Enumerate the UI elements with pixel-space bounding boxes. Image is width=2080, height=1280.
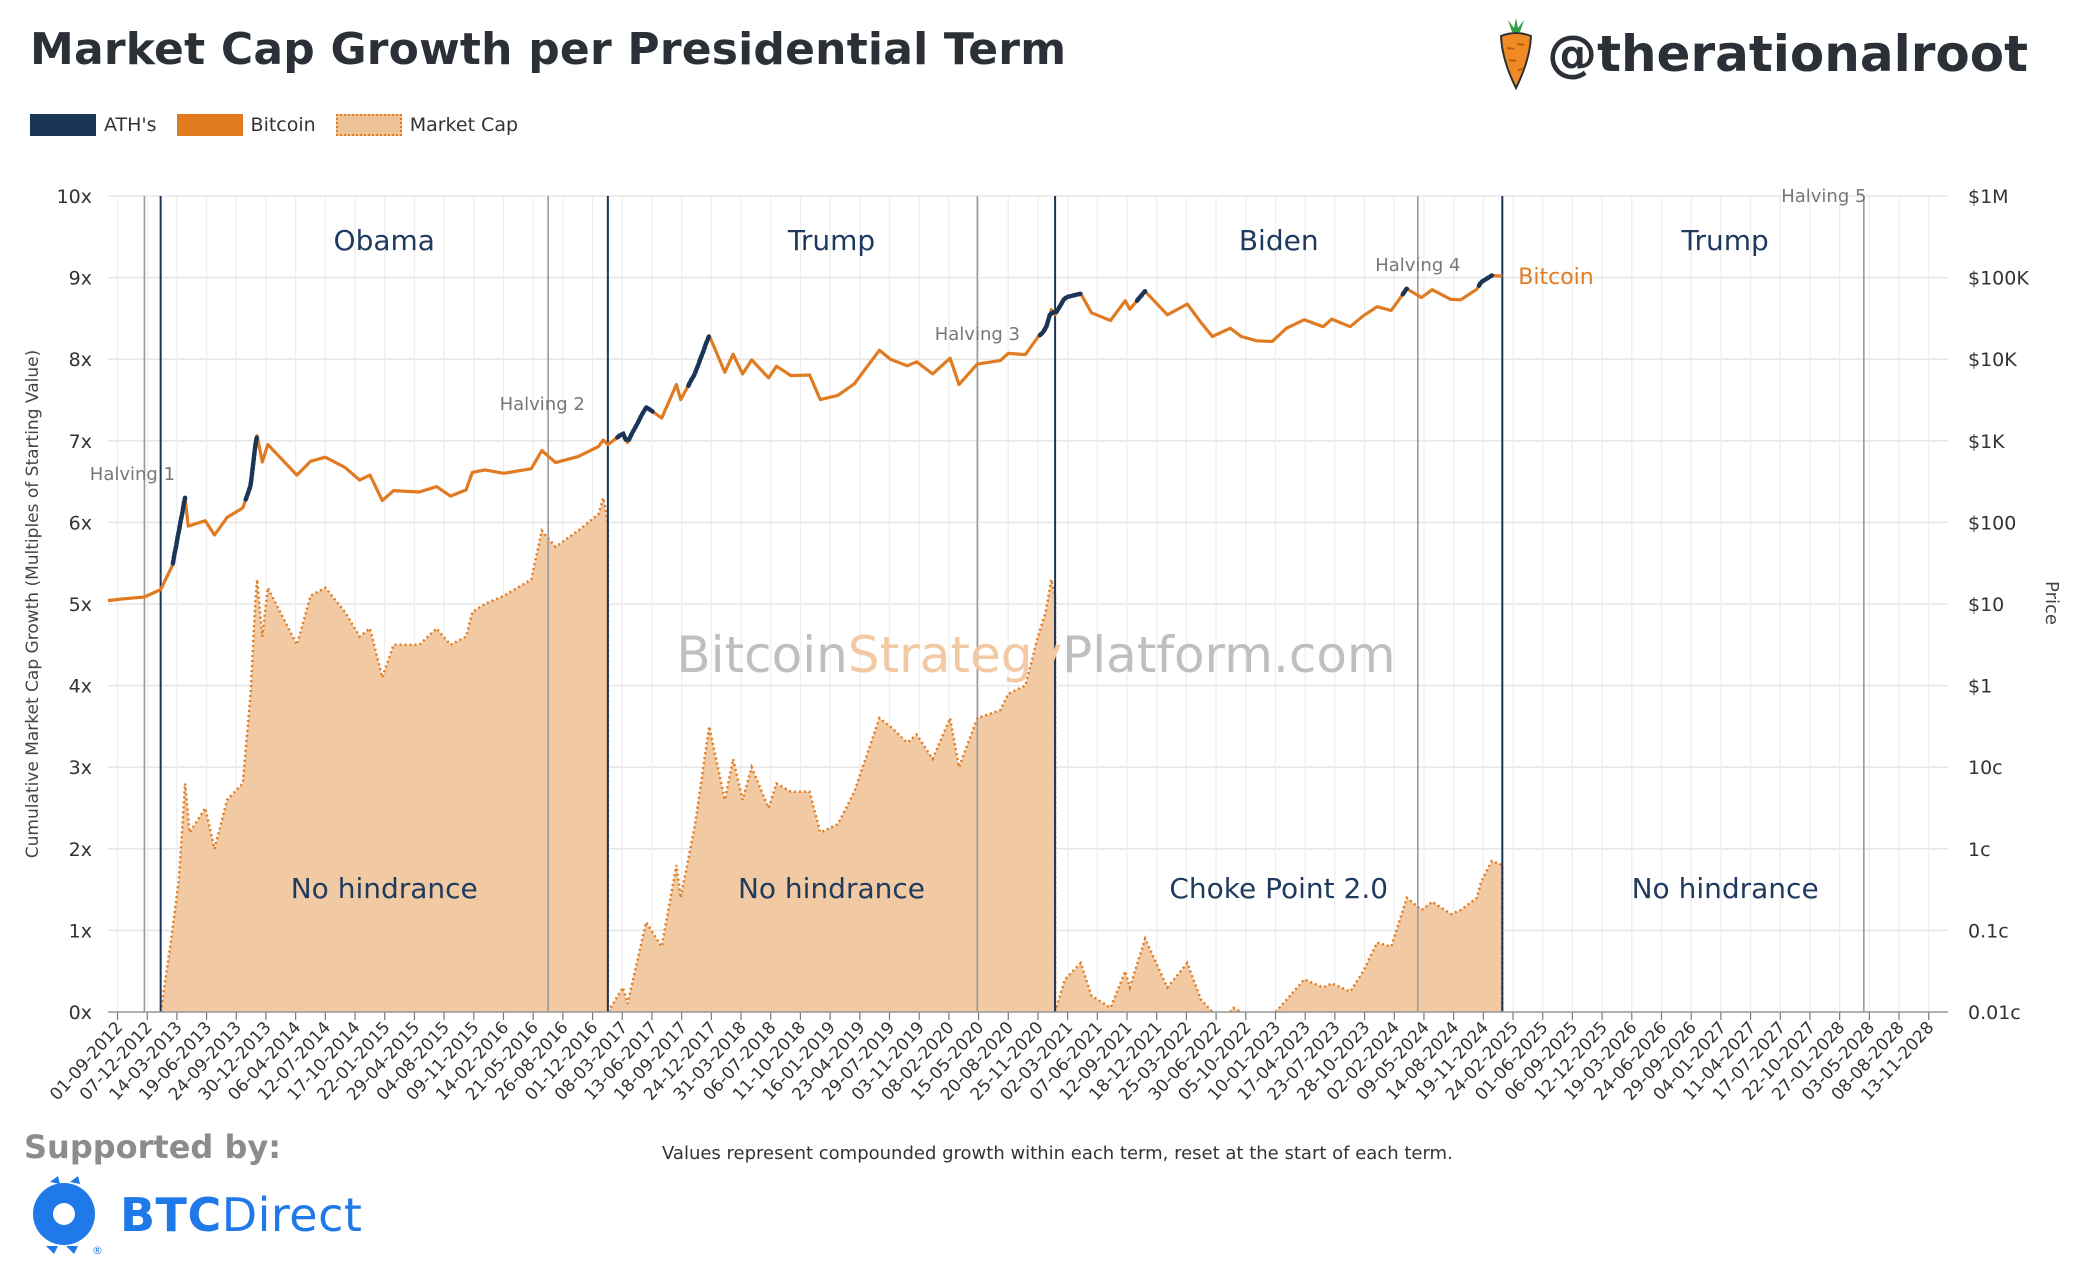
right-tick-label: 1c <box>1968 839 1991 861</box>
term-status: No hindrance <box>1632 872 1819 905</box>
term-status: Choke Point 2.0 <box>1169 872 1388 905</box>
right-tick-label: $1 <box>1968 676 1992 698</box>
left-tick-label: 6x <box>69 512 92 534</box>
market-cap-segment <box>160 497 608 1012</box>
right-tick-label: $10K <box>1968 349 2017 371</box>
right-axis-title: Price <box>2041 581 2062 625</box>
right-tick-label: $1M <box>1968 186 2009 208</box>
footnote: Values represent compounded growth withi… <box>662 1143 1453 1164</box>
right-tick-label: 0.01c <box>1968 1002 2021 1024</box>
legend-market-cap[interactable]: Market Cap <box>335 114 519 136</box>
brand-handle: @therationalroot <box>1547 25 2028 83</box>
market-cap-segment <box>607 579 1056 1012</box>
watermark: BitcoinStrategyPlatform.com <box>676 626 1395 684</box>
legend-bitcoin-swatch <box>176 114 243 136</box>
halving-label: Halving 5 <box>1781 186 1866 207</box>
bitcoin-series <box>107 273 1503 603</box>
btcdirect-logo-icon: ® <box>33 1176 102 1256</box>
left-tick-label: 7x <box>69 431 92 453</box>
right-tick-label: $100 <box>1968 512 2016 534</box>
ath-segment <box>1037 291 1084 338</box>
legend-bitcoin-label: Bitcoin <box>250 114 316 136</box>
right-tick-label: $1K <box>1968 431 2005 453</box>
left-tick-label: 8x <box>69 349 92 371</box>
left-tick-label: 4x <box>69 676 92 698</box>
market-cap-segment <box>1055 938 1213 1012</box>
chart-labels: BitcoinStrategyPlatform.com Obama No hindr… <box>90 186 1867 905</box>
ath-segment <box>1476 273 1495 288</box>
right-tick-label: $10 <box>1968 594 2004 616</box>
market-cap-outline <box>1229 1006 1242 1014</box>
ath-segment <box>686 333 712 388</box>
ath-series <box>170 273 1495 566</box>
legend-ath-label: ATH's <box>104 114 157 136</box>
supported-by-label: Supported by: <box>24 1128 282 1166</box>
left-tick-label: 2x <box>69 839 92 861</box>
ath-segment <box>1400 286 1410 297</box>
bitcoin-series-label: Bitcoin <box>1518 265 1593 290</box>
halving-label: Halving 4 <box>1375 255 1460 276</box>
ath-segment <box>243 433 260 502</box>
market-cap-outline <box>1274 859 1504 1013</box>
right-tick-label: 10c <box>1968 757 2003 779</box>
sponsor-name-rest: Direct <box>221 1188 363 1242</box>
axes: 0x 0.01c 1x 0.1c 2x 1c 3x 10c 4x $1 5x $10 6x $100 7x $… <box>23 186 2062 1105</box>
left-tick-label: 9x <box>69 268 92 290</box>
ath-segment <box>1134 289 1148 303</box>
term-status: No hindrance <box>738 872 925 905</box>
ath-segment <box>615 404 655 443</box>
right-tick-label: 0.1c <box>1968 920 2009 942</box>
brand: @therationalroot <box>1497 18 2028 90</box>
carrot-icon <box>1500 18 1533 90</box>
term-name: Trump <box>787 224 875 257</box>
ath-segment <box>170 495 188 566</box>
left-tick-label: 5x <box>69 594 92 616</box>
sponsor-name-bold: BTC <box>120 1188 222 1242</box>
left-tick-label: 3x <box>69 757 92 779</box>
left-tick-label: 10x <box>57 186 92 208</box>
bitcoin-line <box>107 273 1503 603</box>
market-cap-segment <box>1275 861 1503 1012</box>
right-tick-label: $100K <box>1968 268 2029 290</box>
left-axis-title: Cumulative Market Cap Growth (Multiples … <box>23 350 43 858</box>
legend: ATH's Bitcoin Market Cap <box>30 114 524 136</box>
chart-svg: BitcoinStrategyPlatform.com Obama No hindr… <box>23 186 2062 1105</box>
term-name: Biden <box>1239 224 1319 257</box>
vertical-lines <box>143 196 1865 1012</box>
halving-label: Halving 2 <box>500 394 585 415</box>
halving-label: Halving 1 <box>90 464 175 485</box>
term-status: No hindrance <box>291 872 478 905</box>
chart-title: Market Cap Growth per Presidential Term <box>30 24 1067 75</box>
term-name: Obama <box>334 224 435 257</box>
market-cap-outline <box>1053 935 1214 1013</box>
sponsor-name: BTCDirect <box>120 1188 362 1242</box>
sponsor-logo[interactable]: ® BTCDirect <box>30 1174 362 1256</box>
term-name: Trump <box>1681 224 1769 257</box>
svg-text:®: ® <box>92 1244 102 1256</box>
legend-market-cap-label: Market Cap <box>409 114 519 136</box>
market-cap-area <box>159 497 1504 1014</box>
legend-market-cap-swatch <box>335 114 402 136</box>
legend-ath[interactable]: ATH's <box>30 114 157 136</box>
legend-bitcoin[interactable]: Bitcoin <box>176 114 316 136</box>
market-cap-outline <box>159 497 610 1013</box>
legend-ath-swatch <box>30 114 96 136</box>
left-tick-label: 0x <box>69 1002 92 1024</box>
left-tick-label: 1x <box>69 920 92 942</box>
halving-label: Halving 3 <box>935 324 1020 345</box>
